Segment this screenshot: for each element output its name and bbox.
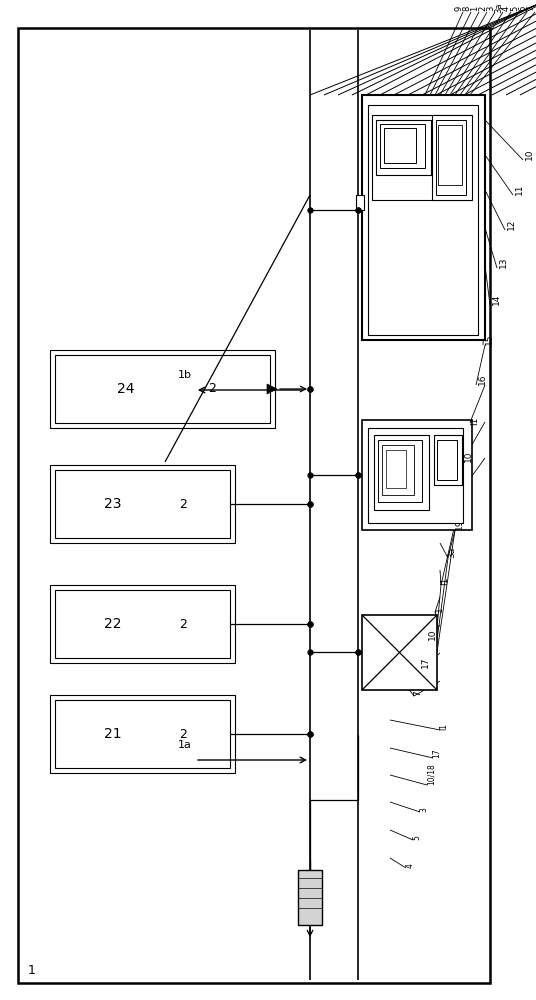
Bar (50, 695, 235, 773)
Bar (298, 870, 322, 925)
Text: 2: 2 (179, 617, 187, 631)
Bar (55, 590, 230, 658)
Text: 7: 7 (526, 5, 535, 11)
Text: 10/18: 10/18 (427, 763, 435, 785)
Bar (55, 355, 270, 423)
Text: 17: 17 (433, 748, 442, 758)
Bar (50, 465, 235, 543)
Text: 24: 24 (117, 382, 135, 396)
Text: 16: 16 (478, 373, 487, 385)
Bar (55, 700, 230, 768)
Text: 1a: 1a (178, 740, 192, 750)
Bar (368, 105, 478, 335)
Text: 17: 17 (421, 656, 429, 668)
Bar (55, 470, 230, 538)
Text: 22: 22 (104, 617, 122, 631)
Bar (384, 128, 416, 163)
Bar (18, 28, 490, 983)
Text: 2: 2 (478, 5, 487, 11)
Text: 4: 4 (502, 5, 511, 11)
Text: 14: 14 (492, 294, 501, 305)
Bar (436, 120, 466, 195)
Bar (438, 125, 462, 185)
Text: l1: l1 (441, 577, 450, 585)
Text: 12: 12 (507, 219, 516, 230)
Text: 2: 2 (179, 497, 187, 510)
Bar (374, 435, 429, 510)
Bar (382, 445, 414, 495)
Bar (372, 115, 470, 200)
Text: 5: 5 (413, 835, 421, 840)
Text: 8: 8 (462, 5, 471, 11)
Bar (378, 440, 422, 502)
Bar (437, 440, 457, 480)
Text: 1b: 1b (178, 370, 192, 380)
Text: 19: 19 (455, 518, 464, 530)
Text: 6: 6 (518, 5, 527, 11)
Bar (362, 615, 437, 690)
Bar (386, 450, 406, 488)
Text: 3a: 3a (494, 3, 503, 13)
Bar (434, 435, 462, 485)
Text: 3a: 3a (448, 547, 457, 558)
Text: 10: 10 (464, 450, 473, 462)
Text: 4: 4 (406, 863, 414, 868)
Bar (356, 195, 364, 210)
Bar (380, 124, 425, 168)
Bar (362, 95, 485, 340)
Bar (50, 350, 275, 428)
Text: l1: l1 (440, 723, 449, 730)
Text: 11: 11 (515, 184, 524, 195)
Text: 9: 9 (454, 5, 463, 11)
Text: 1: 1 (28, 964, 36, 976)
Text: 2: 2 (208, 382, 216, 395)
Text: 7: 7 (413, 690, 422, 696)
Text: 23: 23 (104, 497, 122, 511)
Text: 3: 3 (486, 5, 495, 11)
Bar (432, 115, 472, 200)
Text: 21: 21 (104, 727, 122, 741)
Text: l1: l1 (471, 417, 480, 425)
Text: 3: 3 (420, 807, 428, 812)
Text: 2: 2 (179, 728, 187, 740)
Text: 5: 5 (510, 5, 519, 11)
Text: 7: 7 (458, 492, 466, 498)
Bar (376, 120, 431, 175)
Text: 10: 10 (525, 148, 533, 160)
Bar (50, 585, 235, 663)
Bar (368, 428, 463, 523)
Text: 1: 1 (435, 606, 443, 612)
Bar (362, 420, 472, 530)
Polygon shape (267, 384, 277, 394)
Text: 15: 15 (485, 334, 494, 345)
Text: 1: 1 (470, 5, 479, 11)
Text: 10: 10 (428, 629, 436, 640)
Text: 13: 13 (498, 256, 508, 268)
